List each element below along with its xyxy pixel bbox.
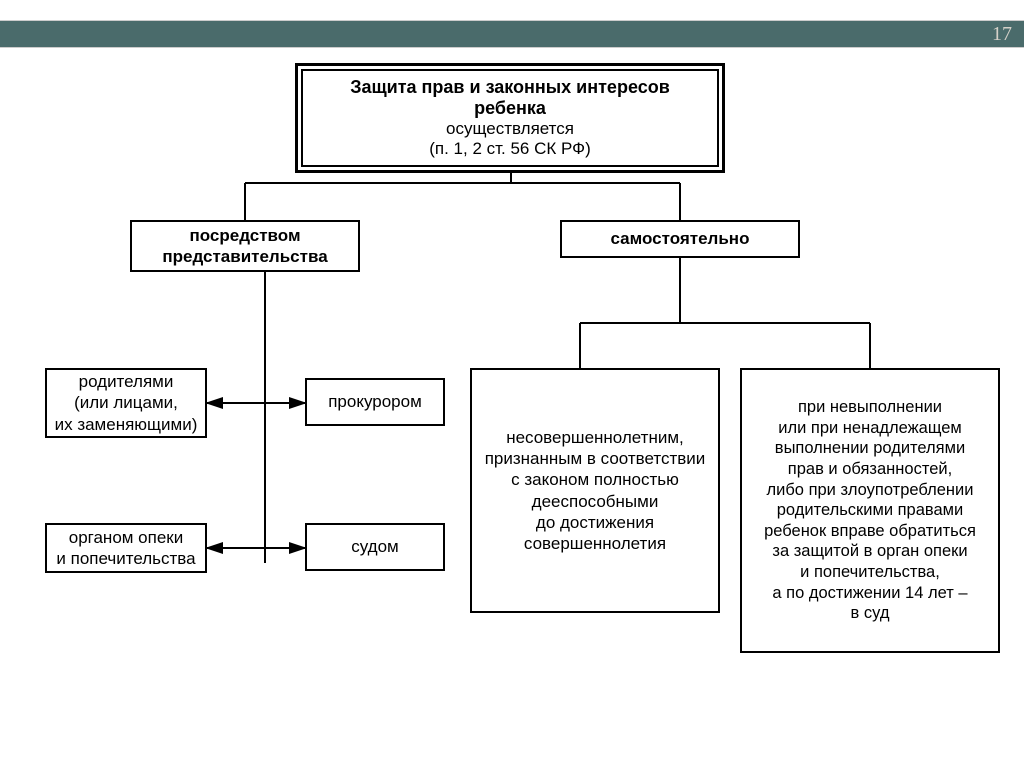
root-title: Защита прав и законных интересов ребенка [321, 77, 699, 119]
node-rep: посредством представительства [130, 220, 360, 272]
node-minor: несовершеннолетним, признанным в соответ… [470, 368, 720, 613]
node-parents: родителями (или лицами, их заменяющими) [45, 368, 207, 438]
root-line3: (п. 1, 2 ст. 56 СК РФ) [321, 139, 699, 159]
root-line2: осуществляется [321, 119, 699, 139]
diagram-canvas: Защита прав и законных интересов ребенка… [0, 48, 1024, 767]
node-self: самостоятельно [560, 220, 800, 258]
node-guardianship: органом опеки и попечительства [45, 523, 207, 573]
node-prosecutor: прокурором [305, 378, 445, 426]
page-number: 17 [992, 23, 1012, 46]
node-appeal: при невыполнении или при ненадлежащем вы… [740, 368, 1000, 653]
header-bar: 17 [0, 20, 1024, 48]
root-node: Защита прав и законных интересов ребенка… [295, 63, 725, 173]
node-court: судом [305, 523, 445, 571]
